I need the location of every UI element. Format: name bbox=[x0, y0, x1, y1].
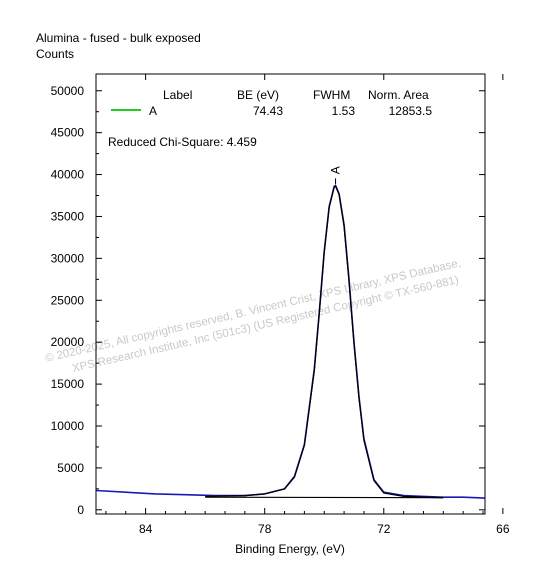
legend-row-label: A bbox=[149, 104, 157, 118]
y-tick-label-1: 5000 bbox=[57, 461, 84, 475]
y-tick-label-3: 15000 bbox=[51, 377, 85, 391]
x-tick-label-3: 66 bbox=[496, 522, 510, 536]
y-tick-label-9: 45000 bbox=[51, 126, 85, 140]
y-tick-label-6: 30000 bbox=[51, 251, 85, 265]
y-tick-label-4: 20000 bbox=[51, 335, 85, 349]
legend-header-area: Norm. Area bbox=[368, 88, 429, 102]
chart-title: Alumina - fused - bulk exposed bbox=[36, 31, 201, 45]
series-fit bbox=[205, 185, 444, 499]
y-tick-label-5: 25000 bbox=[51, 293, 85, 307]
x-tick-label-1: 78 bbox=[258, 522, 272, 536]
x-tick-label-0: 84 bbox=[139, 522, 153, 536]
plot-frame bbox=[95, 73, 486, 515]
y-tick-label-10: 50000 bbox=[51, 84, 85, 98]
y-tick-label-7: 35000 bbox=[51, 209, 85, 223]
legend-header-fwhm: FWHM bbox=[313, 88, 350, 102]
chi-square-text: Reduced Chi-Square: 4.459 bbox=[108, 135, 257, 149]
y-tick-label-8: 40000 bbox=[51, 168, 85, 182]
legend-row-be: 74.43 bbox=[253, 104, 283, 118]
peak-marker-label: A bbox=[329, 166, 343, 174]
legend-row-area: 12853.5 bbox=[389, 104, 433, 118]
axes: 0 5000 10000 15000 20000 25000 30000 35000 40000… bbox=[51, 73, 510, 536]
series-data bbox=[95, 184, 486, 499]
y-tick-label-2: 10000 bbox=[51, 419, 85, 433]
legend-header-label: Label bbox=[163, 88, 192, 102]
watermark-line-2: XPS Research Institute, Inc (501c3) (US … bbox=[71, 274, 460, 375]
legend-row-fwhm: 1.53 bbox=[332, 104, 356, 118]
y-tick-label-0: 0 bbox=[77, 503, 84, 517]
legend-header-be: BE (eV) bbox=[237, 88, 279, 102]
watermark-line-1: © 2020-2025, All copyrights reserved, B.… bbox=[44, 257, 462, 365]
x-tick-label-2: 72 bbox=[377, 522, 391, 536]
x-axis-label: Binding Energy, (eV) bbox=[235, 542, 345, 556]
series-background bbox=[205, 496, 444, 499]
copyright-watermark: © 2020-2025, All copyrights reserved, B.… bbox=[44, 257, 462, 375]
y-axis-label: Counts bbox=[36, 47, 75, 61]
plot-area: A bbox=[95, 166, 486, 499]
